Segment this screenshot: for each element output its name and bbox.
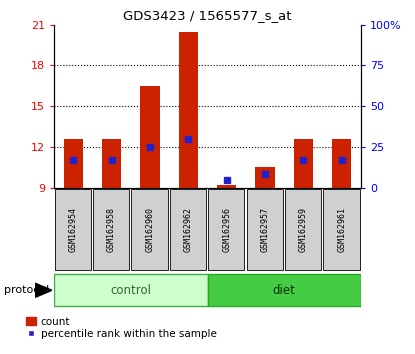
FancyBboxPatch shape: [54, 274, 208, 306]
FancyBboxPatch shape: [323, 189, 359, 270]
FancyBboxPatch shape: [55, 189, 91, 270]
Bar: [102, 139, 121, 188]
FancyBboxPatch shape: [285, 189, 321, 270]
Text: GSM162958: GSM162958: [107, 207, 116, 252]
FancyBboxPatch shape: [170, 189, 206, 270]
Text: GSM162957: GSM162957: [261, 207, 270, 252]
FancyBboxPatch shape: [208, 189, 244, 270]
Legend: count, percentile rank within the sample: count, percentile rank within the sample: [26, 317, 216, 339]
Bar: [217, 185, 236, 188]
Text: GSM162961: GSM162961: [337, 207, 347, 252]
Text: diet: diet: [273, 284, 296, 297]
Bar: [256, 167, 275, 188]
FancyBboxPatch shape: [208, 274, 361, 306]
Polygon shape: [35, 283, 52, 297]
Bar: [294, 139, 313, 188]
Text: protocol: protocol: [4, 285, 49, 295]
Text: GSM162956: GSM162956: [222, 207, 231, 252]
Text: control: control: [110, 284, 151, 297]
Bar: [63, 139, 83, 188]
Text: GSM162960: GSM162960: [145, 207, 154, 252]
Bar: [140, 86, 159, 188]
Text: GDS3423 / 1565577_s_at: GDS3423 / 1565577_s_at: [123, 9, 292, 22]
Bar: [332, 139, 352, 188]
Bar: [179, 32, 198, 188]
FancyBboxPatch shape: [132, 189, 168, 270]
FancyBboxPatch shape: [93, 189, 129, 270]
Text: GSM162954: GSM162954: [68, 207, 78, 252]
Text: GSM162959: GSM162959: [299, 207, 308, 252]
Text: GSM162962: GSM162962: [184, 207, 193, 252]
FancyBboxPatch shape: [247, 189, 283, 270]
